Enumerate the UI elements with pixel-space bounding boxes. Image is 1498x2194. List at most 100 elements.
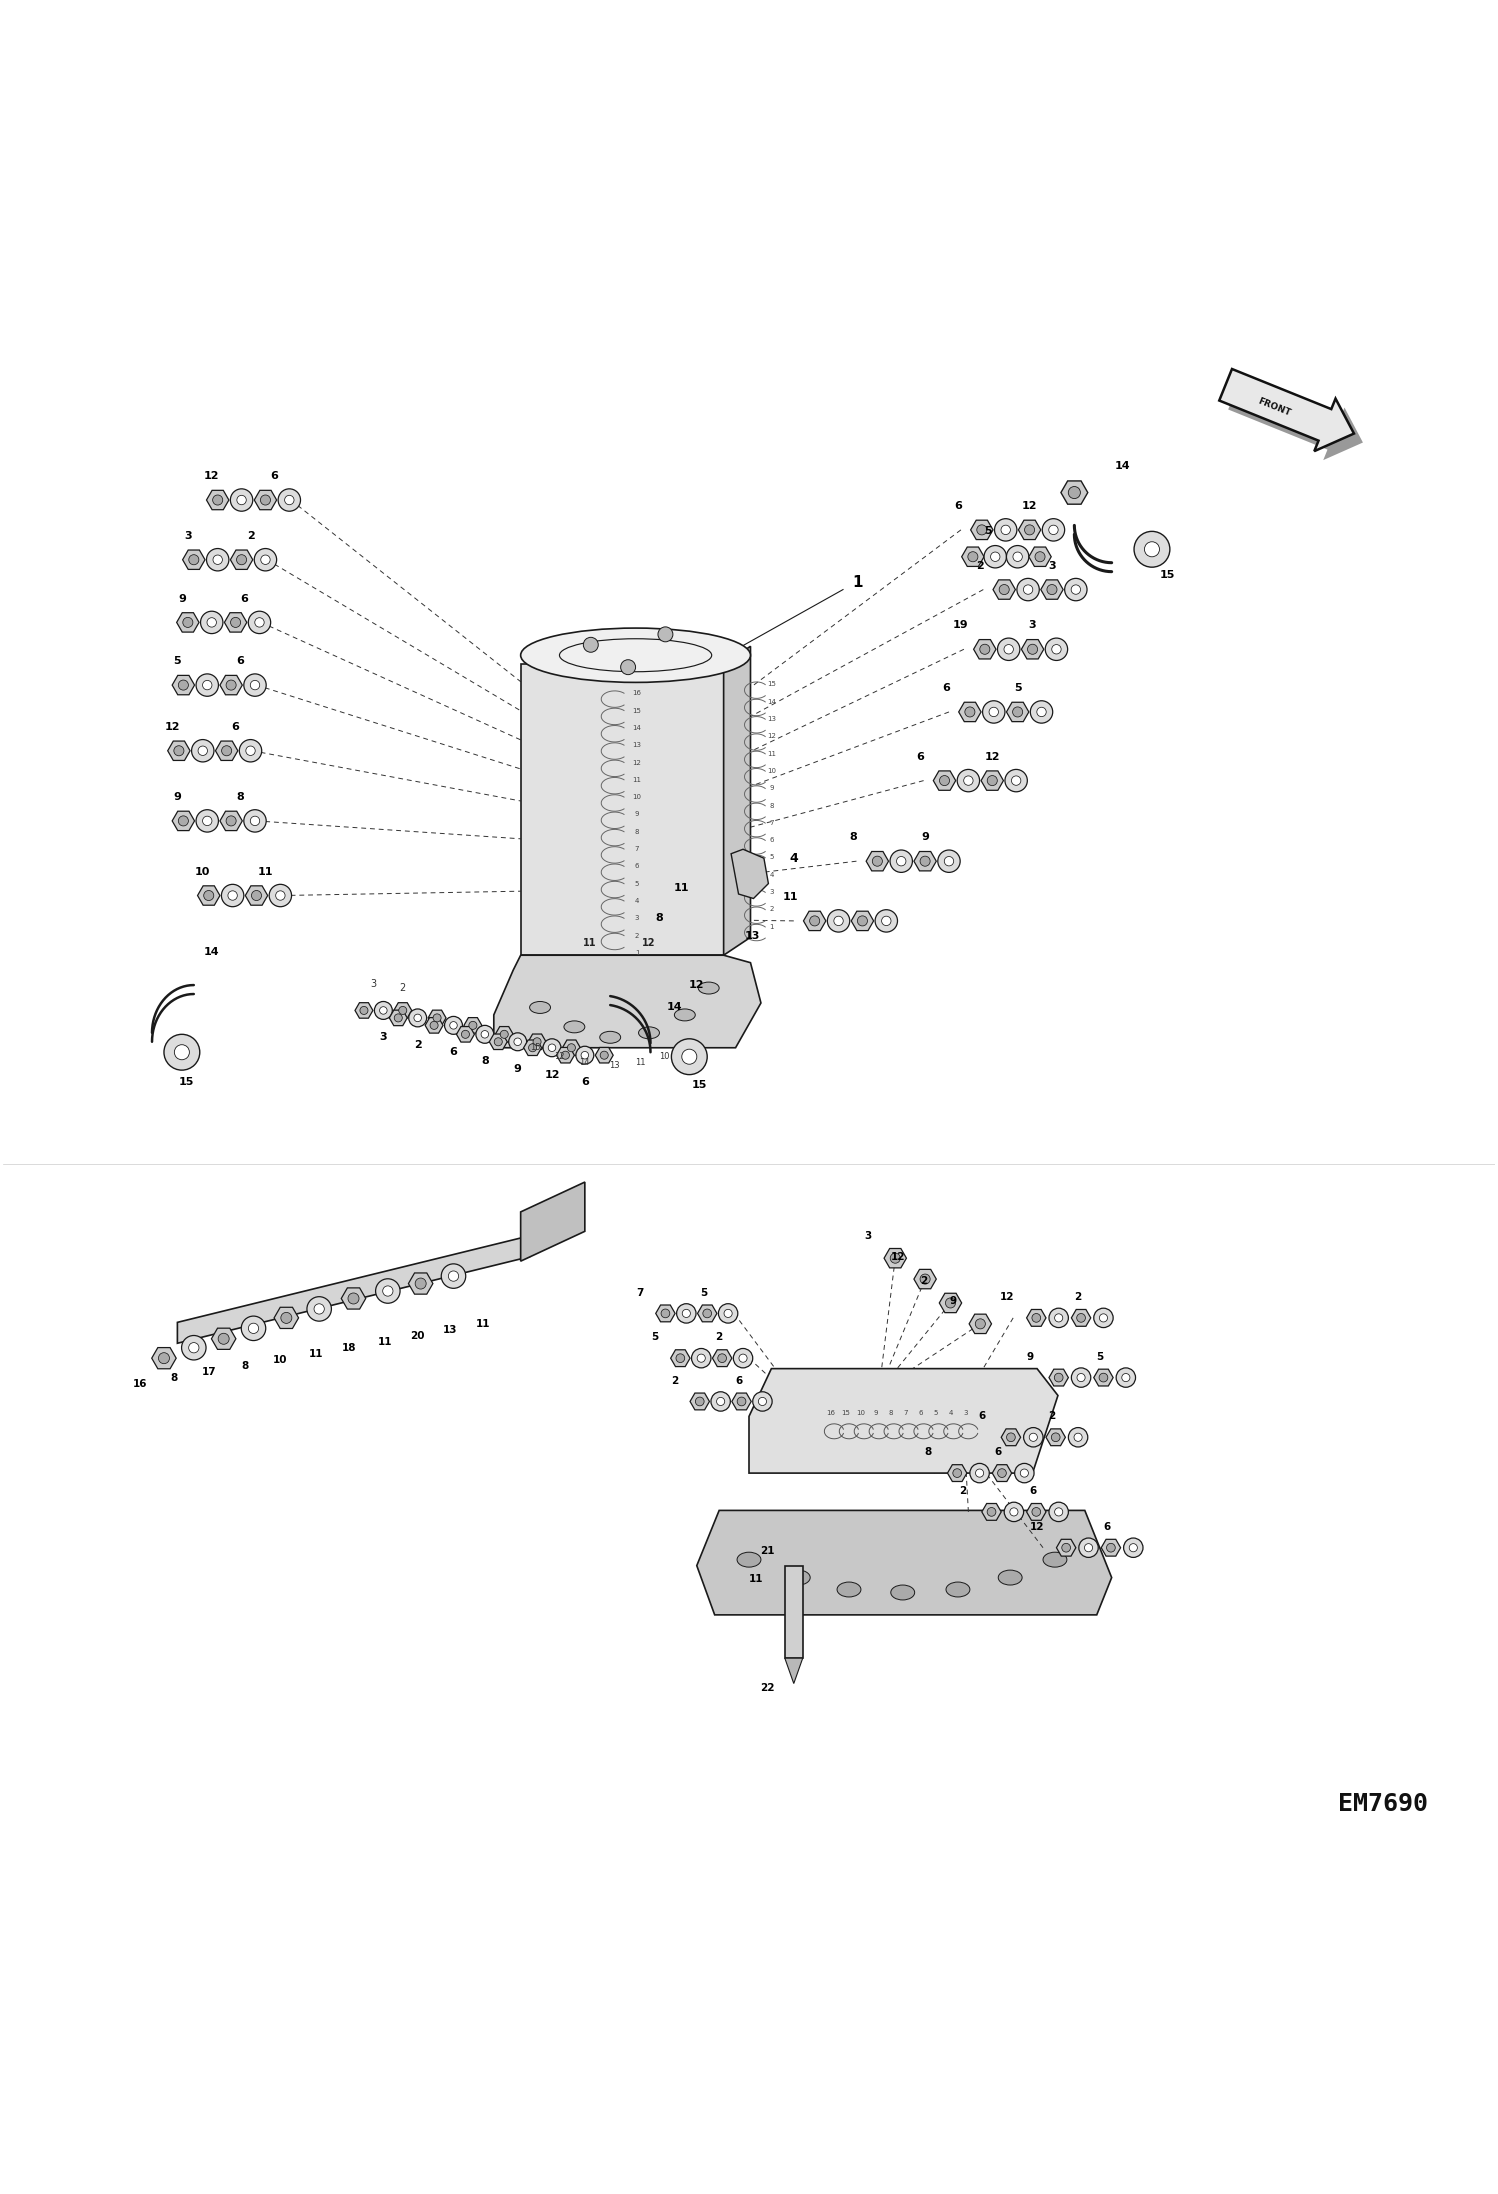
Polygon shape [969, 1314, 992, 1334]
Circle shape [174, 746, 184, 755]
Text: 12: 12 [767, 733, 776, 739]
Text: 6: 6 [1029, 1485, 1037, 1496]
Text: 5: 5 [174, 656, 181, 667]
Circle shape [944, 856, 954, 867]
Text: 13: 13 [443, 1325, 458, 1334]
Ellipse shape [891, 1584, 915, 1599]
Circle shape [250, 680, 259, 689]
Text: 15: 15 [692, 1079, 707, 1090]
Circle shape [975, 1319, 986, 1330]
Text: 13: 13 [610, 1062, 620, 1071]
Polygon shape [948, 1466, 966, 1481]
Polygon shape [1094, 1369, 1113, 1387]
Polygon shape [1022, 641, 1044, 658]
Circle shape [969, 1463, 989, 1483]
Circle shape [682, 1310, 691, 1316]
Circle shape [716, 1398, 725, 1406]
Polygon shape [529, 1033, 547, 1049]
Text: 9: 9 [768, 785, 773, 792]
Circle shape [827, 911, 849, 932]
Circle shape [890, 1253, 900, 1264]
Circle shape [989, 706, 999, 717]
Circle shape [1004, 1503, 1023, 1523]
Polygon shape [1026, 1503, 1046, 1520]
Circle shape [1023, 1428, 1043, 1448]
Circle shape [1035, 551, 1046, 562]
Circle shape [163, 1033, 199, 1071]
Circle shape [1065, 579, 1088, 601]
Text: 15: 15 [632, 709, 641, 713]
Text: 6: 6 [978, 1411, 986, 1422]
Circle shape [1047, 584, 1058, 595]
Text: 5: 5 [635, 880, 640, 886]
Text: 6: 6 [241, 595, 249, 603]
Text: 9: 9 [174, 792, 181, 803]
Circle shape [1068, 1428, 1088, 1448]
Polygon shape [342, 1288, 366, 1310]
Circle shape [315, 1303, 324, 1314]
Text: 1: 1 [852, 575, 863, 590]
Text: 1: 1 [768, 924, 773, 930]
Circle shape [697, 1354, 706, 1362]
Circle shape [500, 1031, 508, 1038]
Circle shape [181, 1336, 207, 1360]
Text: 2: 2 [768, 906, 773, 913]
Circle shape [1052, 645, 1061, 654]
Text: 5: 5 [1014, 682, 1022, 693]
Polygon shape [713, 1349, 733, 1367]
Circle shape [1085, 1545, 1092, 1551]
Circle shape [415, 1279, 425, 1290]
Circle shape [882, 917, 891, 926]
Polygon shape [656, 1305, 676, 1321]
Text: 12: 12 [204, 472, 220, 480]
Text: 12: 12 [1029, 1523, 1044, 1531]
Ellipse shape [786, 1571, 810, 1584]
Ellipse shape [837, 1582, 861, 1597]
Circle shape [575, 1047, 593, 1064]
Text: 6: 6 [1104, 1523, 1112, 1531]
Circle shape [995, 518, 1017, 542]
Circle shape [983, 700, 1005, 724]
Polygon shape [428, 1009, 446, 1025]
Polygon shape [1049, 1369, 1068, 1387]
Circle shape [1013, 553, 1022, 562]
Circle shape [433, 1014, 440, 1022]
Polygon shape [255, 489, 277, 509]
Circle shape [250, 816, 259, 825]
Circle shape [222, 746, 232, 755]
Circle shape [241, 1316, 265, 1341]
Text: 11: 11 [377, 1336, 392, 1347]
Polygon shape [1007, 702, 1029, 722]
Circle shape [953, 1468, 962, 1477]
Circle shape [1055, 1314, 1062, 1323]
Text: 5: 5 [652, 1332, 659, 1343]
Polygon shape [151, 1347, 177, 1369]
Circle shape [449, 1022, 457, 1029]
Circle shape [977, 524, 987, 535]
Text: 14: 14 [632, 724, 641, 731]
Circle shape [1055, 1373, 1064, 1382]
Circle shape [394, 1014, 403, 1022]
Circle shape [255, 619, 264, 627]
Circle shape [945, 1299, 956, 1308]
Circle shape [376, 1279, 400, 1303]
Circle shape [178, 680, 189, 691]
Polygon shape [884, 1248, 906, 1268]
Circle shape [890, 849, 912, 873]
Circle shape [279, 489, 301, 511]
Circle shape [244, 674, 267, 695]
Text: 4: 4 [948, 1411, 953, 1417]
Polygon shape [562, 1040, 580, 1055]
Text: 8: 8 [849, 832, 857, 842]
Text: 3: 3 [864, 1231, 872, 1242]
Text: 8: 8 [481, 1055, 488, 1066]
Circle shape [1011, 777, 1020, 785]
Text: 2: 2 [977, 562, 984, 570]
Text: 9: 9 [178, 595, 186, 603]
Circle shape [938, 849, 960, 873]
Circle shape [201, 612, 223, 634]
Circle shape [1116, 1367, 1135, 1387]
Polygon shape [697, 1509, 1112, 1615]
Bar [785, 1567, 803, 1659]
Circle shape [1062, 1542, 1071, 1551]
